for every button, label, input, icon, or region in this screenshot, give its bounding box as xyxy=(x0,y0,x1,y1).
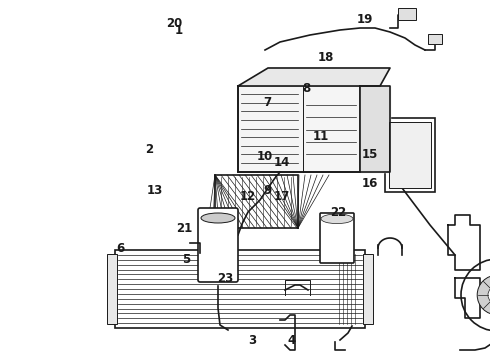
Text: 18: 18 xyxy=(318,51,334,64)
FancyBboxPatch shape xyxy=(320,213,354,263)
Text: 5: 5 xyxy=(182,253,190,266)
Text: 19: 19 xyxy=(357,13,373,26)
Text: 1: 1 xyxy=(175,24,183,37)
Bar xyxy=(107,254,117,324)
Text: 15: 15 xyxy=(362,148,378,161)
Text: 12: 12 xyxy=(239,190,256,203)
Circle shape xyxy=(477,275,490,315)
Text: 17: 17 xyxy=(273,190,290,203)
FancyBboxPatch shape xyxy=(198,208,238,282)
Ellipse shape xyxy=(201,213,235,223)
Text: 21: 21 xyxy=(175,222,192,235)
Text: 10: 10 xyxy=(256,150,273,163)
Circle shape xyxy=(488,286,490,304)
Text: 14: 14 xyxy=(273,156,290,168)
Text: 8: 8 xyxy=(302,82,310,95)
Polygon shape xyxy=(360,86,390,172)
Circle shape xyxy=(461,259,490,331)
Text: 7: 7 xyxy=(263,96,271,109)
Text: 20: 20 xyxy=(166,17,182,30)
Text: 2: 2 xyxy=(146,143,153,156)
Text: 3: 3 xyxy=(248,334,256,347)
Text: 6: 6 xyxy=(116,242,124,255)
Bar xyxy=(389,122,431,188)
Text: 22: 22 xyxy=(330,206,346,219)
Text: 13: 13 xyxy=(146,184,163,197)
Text: 11: 11 xyxy=(313,130,329,143)
Bar xyxy=(238,86,360,172)
Bar xyxy=(385,118,435,192)
Text: 9: 9 xyxy=(263,184,271,197)
Bar xyxy=(115,250,365,328)
Bar xyxy=(428,34,442,44)
Bar xyxy=(215,175,298,228)
Polygon shape xyxy=(238,68,390,86)
Bar xyxy=(363,254,373,324)
Text: 4: 4 xyxy=(288,334,295,347)
Ellipse shape xyxy=(321,214,353,224)
Text: 16: 16 xyxy=(362,177,378,190)
Text: 23: 23 xyxy=(217,273,234,285)
Bar xyxy=(398,8,416,20)
